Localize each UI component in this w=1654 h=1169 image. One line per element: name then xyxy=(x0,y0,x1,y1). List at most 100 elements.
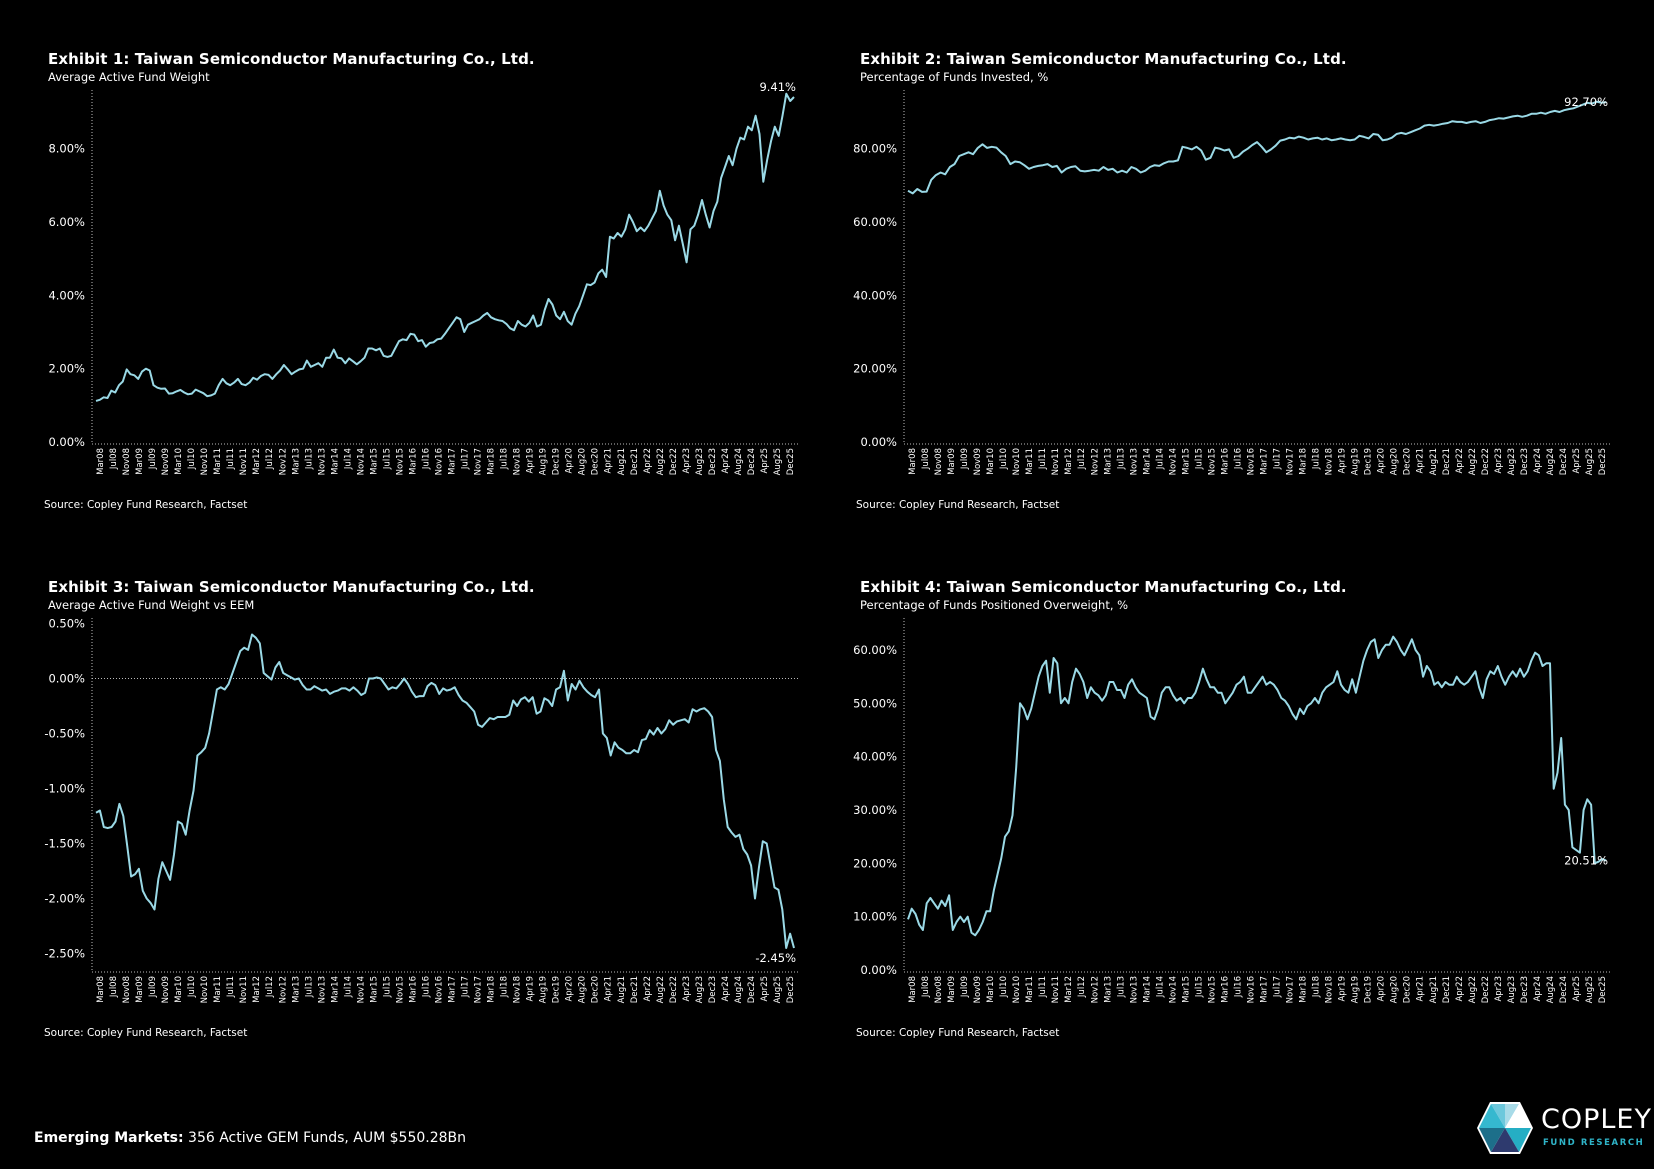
x-tick-label: Jul09 xyxy=(148,448,158,470)
x-tick-label: Aug22 xyxy=(656,448,666,475)
x-tick-label: Apr21 xyxy=(604,976,614,1002)
x-tick-label: Aug19 xyxy=(539,448,549,475)
x-tick-label: Dec23 xyxy=(708,976,718,1003)
x-tick-label: Mar18 xyxy=(487,448,497,475)
exhibit-2-source: Source: Copley Fund Research, Factset xyxy=(856,499,1060,511)
logo-name: COPLEY xyxy=(1541,1104,1652,1135)
x-tick-label: Jul08 xyxy=(921,976,931,998)
exhibit-4-subtitle: Percentage of Funds Positioned Overweigh… xyxy=(860,598,1129,612)
x-tick-label: Nov09 xyxy=(161,448,171,475)
exhibit-2-chart: 0.00%20.00%40.00%60.00%80.00%Mar08 Jul08 N… xyxy=(853,90,1610,475)
y-tick-label: 80.00% xyxy=(853,142,897,156)
x-tick-label: Nov08 xyxy=(122,976,132,1003)
x-tick-label: Nov09 xyxy=(973,448,983,475)
x-tick-label: Aug24 xyxy=(734,976,744,1003)
y-tick-label: 40.00% xyxy=(853,750,897,764)
series-line xyxy=(907,635,1607,937)
exhibit-2-panel: Exhibit 2: Taiwan Semiconductor Manufact… xyxy=(853,50,1650,550)
x-tick-label: Nov13 xyxy=(1129,448,1139,475)
x-tick-label: Dec19 xyxy=(1364,448,1374,475)
x-tick-label: Nov08 xyxy=(934,976,944,1003)
x-tick-label: Mar16 xyxy=(1220,976,1230,1003)
x-tick-label: Jul14 xyxy=(1155,976,1165,998)
exhibit-1-chart: 0.00% 2.00% 4.00% 6.00% 8.00% Mar08 Jul08 Nov08… xyxy=(48,80,798,475)
x-tick-label: Mar12 xyxy=(252,976,262,1003)
x-tick-label: Nov11 xyxy=(1051,448,1061,475)
x-tick-label: Jul11 xyxy=(226,976,236,998)
x-tick-label: Aug23 xyxy=(1507,448,1517,475)
x-tick-label: Apr22 xyxy=(1455,976,1465,1002)
x-tick-label: Nov15 xyxy=(1207,448,1217,475)
x-tick-label: Nov10 xyxy=(200,976,210,1003)
x-tick-label: Jul18 xyxy=(500,448,510,470)
x-tick-label: Apr23 xyxy=(1494,448,1504,474)
x-tick-label: Jul15 xyxy=(382,448,392,470)
x-tick-label: Apr25 xyxy=(760,976,770,1002)
x-tick-label: Nov15 xyxy=(1207,976,1217,1003)
x-tick-label: Apr19 xyxy=(1338,976,1348,1002)
x-tick-label: Nov18 xyxy=(1325,976,1335,1003)
y-tick-label: 50.00% xyxy=(853,696,897,710)
x-tick-label: Nov16 xyxy=(434,448,444,475)
x-tick-label: Dec22 xyxy=(669,448,679,475)
x-tick-label: Mar10 xyxy=(986,976,996,1003)
x-tick-label: Dec23 xyxy=(708,448,718,475)
x-tick-label: Jul16 xyxy=(421,448,431,470)
x-tick-label: Mar15 xyxy=(369,976,379,1003)
x-tick-label: Aug19 xyxy=(1351,976,1361,1003)
y-tick-label: -1.00% xyxy=(44,782,85,796)
x-tick-label: Apr25 xyxy=(760,448,770,474)
x-tick-label: Nov11 xyxy=(239,976,249,1003)
x-tick-label: Nov16 xyxy=(1246,976,1256,1003)
y-tick-label: -1.50% xyxy=(44,837,85,851)
exhibit-1-title: Exhibit 1: Taiwan Semiconductor Manufact… xyxy=(48,50,535,68)
x-tick-label: Mar17 xyxy=(448,976,458,1003)
x-tick-label: Jul10 xyxy=(187,976,197,998)
x-tick-label: Nov11 xyxy=(1051,976,1061,1003)
x-tick-label: Mar17 xyxy=(448,448,458,475)
x-tick-label: Mar13 xyxy=(291,976,301,1003)
x-tick-label: Dec20 xyxy=(591,448,601,475)
x-tick-label: Apr22 xyxy=(1455,448,1465,474)
x-tick-label: Apr24 xyxy=(1533,976,1543,1002)
x-tick-label: Mar15 xyxy=(1181,448,1191,475)
x-tick-label: Dec19 xyxy=(552,976,562,1003)
y-tick-label: -2.00% xyxy=(44,892,85,906)
x-tick-label: Dec25 xyxy=(786,976,796,1003)
x-tick-label: Jul13 xyxy=(304,976,314,998)
x-tick-label: Jul17 xyxy=(461,976,471,998)
x-tick-label: Nov13 xyxy=(317,448,327,475)
x-tick-label: Dec22 xyxy=(669,976,679,1003)
x-tick-label: Apr23 xyxy=(682,448,692,474)
x-tick-label: Dec24 xyxy=(1559,448,1569,475)
x-tick-label: Jul12 xyxy=(1077,976,1087,998)
x-tick-label: Apr22 xyxy=(643,448,653,474)
x-tick-label: Dec20 xyxy=(1403,976,1413,1003)
end-value-label: 9.41% xyxy=(759,80,796,94)
x-tick-label: Nov15 xyxy=(395,976,405,1003)
x-tick-label: Nov13 xyxy=(317,976,327,1003)
x-tick-label: Nov16 xyxy=(1246,448,1256,475)
x-tick-label: Aug25 xyxy=(1585,976,1595,1003)
x-tick-label: Mar17 xyxy=(1260,976,1270,1003)
copley-logo: COPLEY FUND RESEARCH xyxy=(1475,1100,1651,1156)
end-value-label: 92.70% xyxy=(1564,95,1608,109)
exhibit-4-source: Source: Copley Fund Research, Factset xyxy=(856,1027,1060,1039)
x-tick-label: Apr19 xyxy=(526,448,536,474)
x-tick-label: Apr19 xyxy=(526,976,536,1002)
series-line xyxy=(907,100,1607,195)
exhibit-3-source: Source: Copley Fund Research, Factset xyxy=(44,1027,248,1039)
x-tick-label: Mar08 xyxy=(908,976,918,1003)
x-tick-label: Jul14 xyxy=(343,976,353,998)
x-tick-label: Dec22 xyxy=(1481,448,1491,475)
x-tick-label: Jul10 xyxy=(999,976,1009,998)
x-tick-label: Nov17 xyxy=(1286,976,1296,1003)
x-tick-label: Aug22 xyxy=(1468,448,1478,475)
x-tick-label: Dec24 xyxy=(1559,976,1569,1003)
y-tick-label: 0.50% xyxy=(48,617,85,631)
x-tick-label: Nov17 xyxy=(474,448,484,475)
x-tick-label: Mar11 xyxy=(1025,976,1035,1003)
exhibit-4-panel: Exhibit 4: Taiwan Semiconductor Manufact… xyxy=(853,578,1650,1078)
x-tick-label: Apr19 xyxy=(1338,448,1348,474)
x-tick-label: Mar13 xyxy=(291,448,301,475)
